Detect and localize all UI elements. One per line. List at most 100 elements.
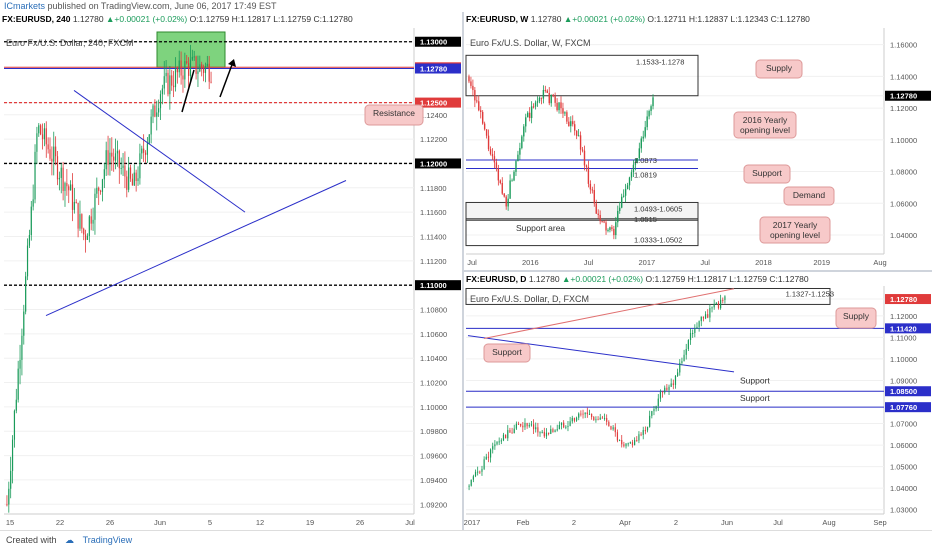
candle-body	[150, 116, 152, 135]
y-tick-label: 1.07000	[890, 420, 917, 429]
change-label: +0.00021 (+0.02%)	[570, 274, 644, 284]
candle-body	[124, 165, 126, 177]
price-tag-label: 1.12780	[890, 92, 917, 101]
candle-body	[73, 201, 75, 210]
y-tick-label: 1.10600	[420, 330, 447, 339]
candle-body	[543, 431, 545, 437]
demand-zone	[465, 201, 699, 221]
candle-body	[523, 126, 525, 137]
candle-body	[135, 172, 137, 182]
candle-body	[556, 429, 558, 431]
candle-body	[206, 63, 208, 67]
candle-body	[661, 391, 664, 393]
candle-body	[630, 172, 633, 178]
callout-demand	[783, 186, 835, 206]
candle-body	[495, 162, 498, 169]
symbol-label: FX:EURUSD, W	[466, 14, 529, 24]
y-tick-label: 1.08000	[890, 168, 917, 177]
candle-body	[199, 64, 201, 72]
created-with-label: Created with	[6, 535, 57, 545]
panel-divider-horizontal[interactable]	[464, 270, 932, 272]
candle-body	[21, 335, 23, 360]
chart-canvas-weekly[interactable]: 1.16000 1.14000 1.12780 1.12000 1.10000 1.080…	[464, 12, 932, 270]
candle-body	[17, 368, 19, 400]
callout-resistance-label: Resistance	[373, 108, 415, 118]
candle-body	[636, 158, 639, 162]
candle-body	[70, 184, 72, 191]
candle-body	[530, 424, 533, 426]
candle-body	[578, 413, 580, 418]
candle-body	[700, 316, 702, 322]
candle-body	[470, 479, 472, 486]
x-tick-label: Jul	[700, 258, 710, 267]
candle-body	[470, 81, 472, 86]
candle-body	[593, 190, 595, 204]
y-tick-label: 1.10800	[420, 306, 447, 315]
candle-body	[103, 169, 105, 180]
candle-body	[528, 425, 530, 427]
chart-panel-weekly[interactable]: 1.16000 1.14000 1.12780 1.12000 1.10000 1.080…	[464, 12, 932, 270]
candle-body	[165, 72, 167, 77]
candle-body	[131, 178, 134, 186]
candle-body	[595, 419, 597, 421]
callout-support	[743, 164, 791, 184]
ohlc-header-daily: FX:EURUSD, D 1.12780 ▲+0.00021 (+0.02%) …	[466, 274, 809, 284]
candle-body	[507, 430, 509, 439]
candle-body	[483, 123, 486, 130]
candle-body	[34, 151, 36, 200]
chart-canvas-h4[interactable]: 1.130001.127901.127801.125001.124001.122…	[0, 12, 462, 530]
candle-body	[8, 488, 10, 505]
candle-body	[156, 112, 158, 117]
candle-body	[668, 386, 670, 390]
candle-body	[202, 68, 205, 73]
candle-body	[618, 439, 621, 441]
candle-body	[515, 423, 517, 429]
candle-body	[548, 92, 550, 104]
candle-body	[586, 412, 588, 415]
candle-body	[536, 101, 539, 103]
candle-body	[64, 183, 66, 191]
candle-body	[584, 412, 586, 415]
tradingview-logo-icon[interactable]: ☁	[65, 535, 75, 545]
candle-body	[94, 193, 96, 220]
candle-body	[182, 75, 184, 80]
x-tick-label: Sep	[873, 518, 886, 527]
candle-body	[713, 304, 715, 308]
x-tick-label: Jul	[773, 518, 783, 527]
open-label: O:1.12759	[645, 274, 686, 284]
candle-body	[509, 430, 511, 433]
callout-demand-label: Demand	[793, 190, 825, 200]
candle-body	[617, 210, 619, 223]
x-tick-label: 2017	[639, 258, 656, 267]
author-link[interactable]: ICmarkets	[4, 1, 46, 11]
candle-body	[148, 134, 150, 144]
panel-divider-vertical[interactable]	[462, 12, 464, 530]
candle-body	[539, 432, 541, 434]
callout-2017-yearly-label: opening level	[770, 230, 820, 240]
candle-body	[525, 117, 527, 127]
chart-subtitle-weekly: Euro Fx/U.S. Dollar, W, FXCM	[470, 38, 591, 48]
candle-body	[114, 153, 117, 161]
candle-body	[113, 156, 115, 161]
open-label: O:1.12759	[189, 14, 230, 24]
x-tick-label: Jun	[721, 518, 733, 527]
candle-body	[111, 152, 113, 157]
tradingview-brand[interactable]: TradingView	[82, 535, 133, 545]
candle-body	[649, 415, 651, 427]
price-tag	[885, 386, 931, 397]
candle-body	[619, 207, 621, 211]
y-tick-label: 1.14000	[890, 72, 917, 81]
candle-body	[622, 195, 625, 197]
price-label: 1.12780	[528, 274, 560, 284]
candle-body	[479, 471, 481, 473]
candle-body	[144, 152, 147, 155]
candle-body	[541, 431, 543, 433]
candle-body	[105, 150, 107, 170]
zone-label: 1.1533-1.1278	[636, 57, 684, 66]
candle-body	[621, 439, 623, 445]
chart-panel-h4[interactable]: 1.130001.127901.127801.125001.124001.122…	[0, 12, 462, 530]
low-label: L:1.12343	[730, 14, 769, 24]
candle-body	[468, 485, 470, 487]
